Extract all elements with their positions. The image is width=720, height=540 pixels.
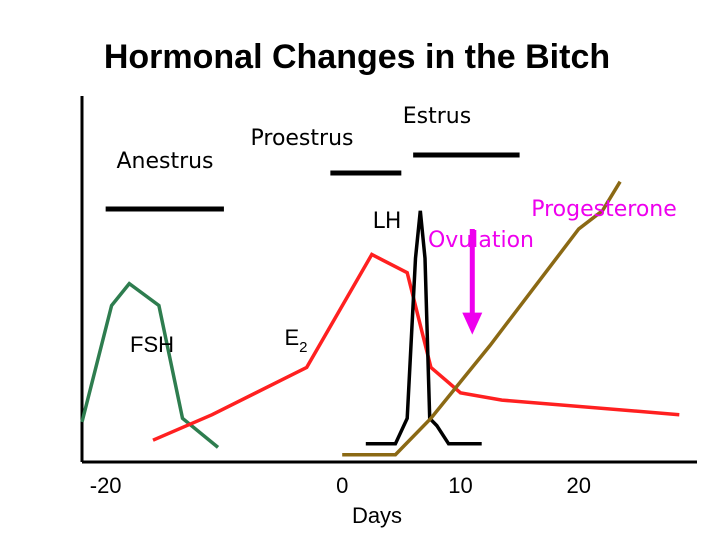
- chart-title: Hormonal Changes in the Bitch: [104, 38, 610, 76]
- phase-label-anestrus: Anestrus: [116, 149, 213, 174]
- series-label-lh: LH: [373, 209, 402, 234]
- phase-label-estrus: Estrus: [403, 104, 471, 129]
- series-labels: FSH E2 LH Progesterone: [130, 197, 677, 357]
- series-label-fsh: FSH: [130, 332, 174, 357]
- series-line-lh: [365, 210, 482, 446]
- x-axis-label: Days: [352, 503, 402, 528]
- x-tick-label: 20: [566, 473, 590, 498]
- x-tick-label: 0: [336, 473, 348, 498]
- x-tick-label: 10: [448, 473, 472, 498]
- series-label-e2: E2: [284, 325, 307, 356]
- series-line-e2: [152, 252, 680, 442]
- x-ticks: -20 0 10 20: [90, 473, 591, 498]
- series-line-progesterone: [342, 180, 622, 457]
- phase-label-proestrus: Proestrus: [251, 126, 354, 151]
- ovulation-arrow-head: [462, 312, 483, 335]
- axes: [80, 96, 697, 464]
- series-lines: [80, 180, 680, 457]
- phase-bars: Anestrus Proestrus Estrus: [105, 104, 520, 212]
- ovulation-label: Ovulation: [428, 228, 534, 253]
- series-label-progesterone: Progesterone: [531, 197, 677, 222]
- annotations: Ovulation: [428, 228, 534, 335]
- x-tick-label: -20: [90, 473, 122, 498]
